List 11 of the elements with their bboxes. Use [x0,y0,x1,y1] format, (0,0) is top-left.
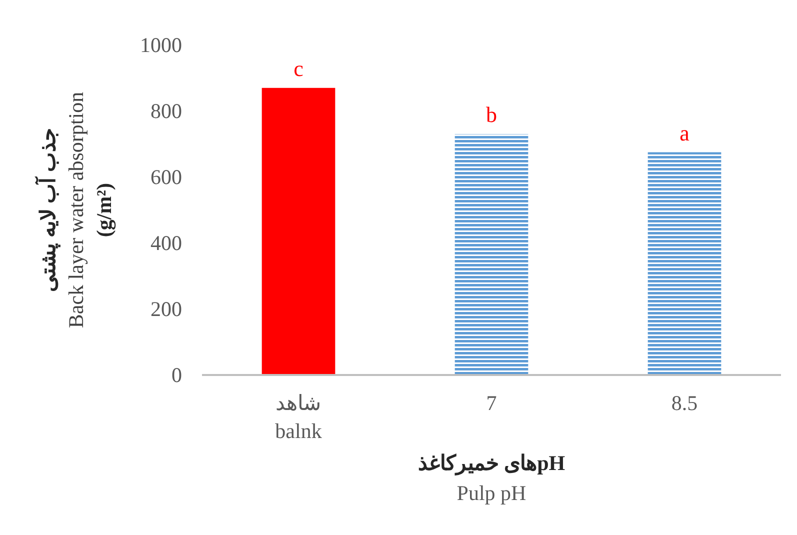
annotation: a [680,120,690,146]
x-tick-label: 8.5 [671,391,698,415]
y-tick-label: 800 [150,99,182,123]
y-tick-label: 600 [150,165,182,189]
x-tick-label: 7 [486,391,497,415]
y-tick-label: 400 [150,231,182,255]
annotation: b [486,102,497,128]
annotation: c [294,56,304,81]
y-tick-label: 0 [172,363,182,387]
y-tick-label: 200 [150,297,182,321]
y-tick-label: 1000 [140,33,182,57]
